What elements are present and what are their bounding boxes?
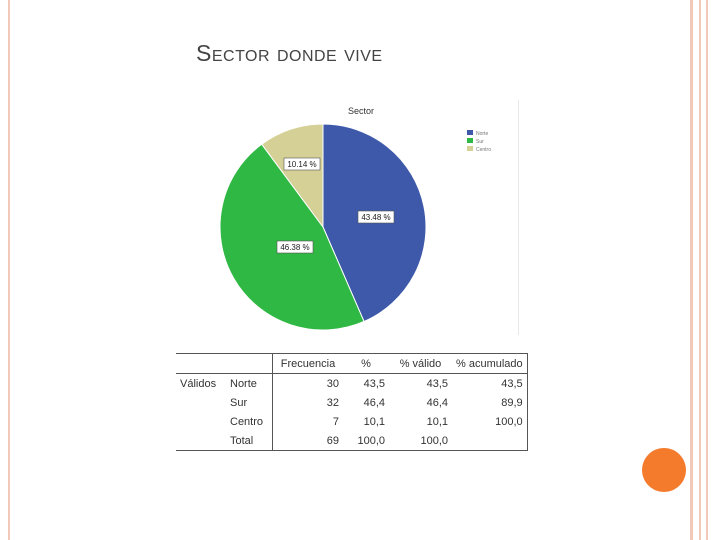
table-cell-frecuencia: 7 (272, 412, 343, 431)
table-cell-pct: 10,1 (363, 415, 385, 428)
table-cell-acumulado (452, 431, 528, 451)
pie-data-label-sur: 46.38 % (276, 240, 314, 254)
table-row: Total 69 100,0 100,0 (176, 431, 528, 451)
table-cell-valido: 10,1 (426, 415, 448, 428)
table-cell-valido: 100,0 (389, 431, 452, 451)
table-row: Sur 32 46,4 46,4 89,9 (176, 393, 528, 412)
orange-circle-decoration (642, 448, 686, 492)
table-row-label: Centro (230, 415, 264, 428)
legend-swatch-sur (467, 138, 473, 143)
table-header-acumulado: % acumulado (452, 353, 528, 374)
svg-text:43.48 %: 43.48 % (361, 213, 390, 222)
table-row-label: Norte (230, 377, 257, 390)
legend-label-norte: Norte (476, 131, 488, 137)
table-cell-pct: 43,5 (363, 377, 385, 390)
table-header-valido: % válido (389, 353, 452, 374)
legend-label-centro: Centro (476, 147, 491, 153)
slide-title: Sector donde vive (196, 40, 383, 66)
legend-swatch-centro (467, 146, 473, 151)
frequency-table: Frecuencia % % válido % acumulado Válido… (176, 353, 528, 451)
legend-label-sur: Sur (476, 139, 484, 145)
table-cell-valido: 46,4 (426, 396, 448, 409)
pie-chart-svg: Sector 43.48 % 46.38 % 10.14 % Norte Sur Centr… (219, 106, 491, 331)
pie-data-label-norte: 43.48 % (357, 210, 395, 224)
pie-slice-centro (261, 123, 324, 229)
legend-swatch-norte (467, 130, 473, 135)
slide-left-border (8, 0, 10, 540)
pie-chart: Sector 43.48 % 46.38 % 10.14 % Norte Sur Centr… (218, 100, 519, 335)
table-cell-frecuencia: 30 (272, 373, 343, 393)
table-group-label: Válidos (180, 377, 217, 390)
svg-text:46.38 %: 46.38 % (280, 243, 309, 252)
table-cell-frecuencia: 32 (272, 393, 343, 412)
table-row: Centro 7 10,1 10,1 100,0 (176, 412, 528, 431)
table-cell-valido: 43,5 (426, 377, 448, 390)
slide-right-border (690, 0, 720, 540)
table-row-label: Sur (230, 396, 248, 409)
table-cell-acumulado: 100,0 (452, 412, 528, 431)
table-cell-frecuencia: 69 (272, 431, 343, 451)
pie-data-label-centro: 10.14 % (283, 157, 321, 171)
chart-title: Sector (348, 106, 374, 116)
table-row: Válidos Norte 30 43,5 43,5 43,5 (176, 373, 528, 393)
table-row-label: Total (226, 431, 273, 451)
table-header-pct: % (343, 353, 389, 374)
table-cell-pct: 46,4 (363, 396, 385, 409)
table-header-frecuencia: Frecuencia (272, 353, 343, 374)
table-header-cell (226, 353, 273, 374)
table-cell-acumulado: 89,9 (452, 393, 528, 412)
table-header-cell (176, 353, 226, 374)
table-cell-pct: 100,0 (343, 431, 389, 451)
table-header-row: Frecuencia % % válido % acumulado (176, 353, 528, 374)
svg-text:10.14 %: 10.14 % (287, 160, 316, 169)
pie-slice-sur (219, 143, 365, 331)
table-cell-acumulado: 43,5 (452, 373, 528, 393)
